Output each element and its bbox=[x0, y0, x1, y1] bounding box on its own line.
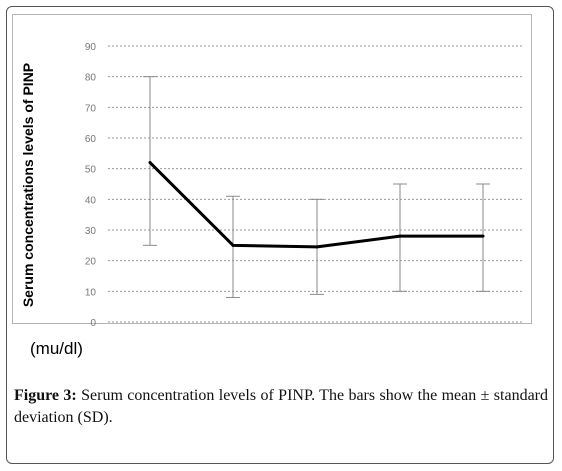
y-tick-label-10: 10 bbox=[85, 287, 97, 298]
caption-label: Figure 3: bbox=[14, 387, 77, 404]
figure-caption: Figure 3: Serum concentration levels of … bbox=[14, 385, 548, 429]
data-point-2 bbox=[231, 243, 235, 247]
data-point-5 bbox=[481, 234, 485, 238]
y-axis-unit: (mu/dl) bbox=[30, 339, 83, 358]
y-axis-label: Serum concentrations levels of PINP bbox=[20, 62, 36, 308]
y-tick-label-90: 90 bbox=[85, 42, 97, 53]
y-tick-label-80: 80 bbox=[85, 73, 97, 84]
y-tick-label-0: 0 bbox=[90, 318, 96, 329]
caption-text: Serum concentration levels of PINP. The … bbox=[14, 387, 548, 426]
y-tick-label-30: 30 bbox=[85, 226, 97, 237]
y-tick-label-70: 70 bbox=[85, 103, 97, 114]
data-point-1 bbox=[148, 161, 152, 165]
y-tick-label-40: 40 bbox=[85, 195, 97, 206]
y-tick-label-60: 60 bbox=[85, 134, 97, 145]
data-point-4 bbox=[398, 234, 402, 238]
data-point-3 bbox=[315, 245, 319, 249]
y-tick-label-50: 50 bbox=[85, 165, 97, 176]
y-tick-label-20: 20 bbox=[85, 257, 97, 268]
